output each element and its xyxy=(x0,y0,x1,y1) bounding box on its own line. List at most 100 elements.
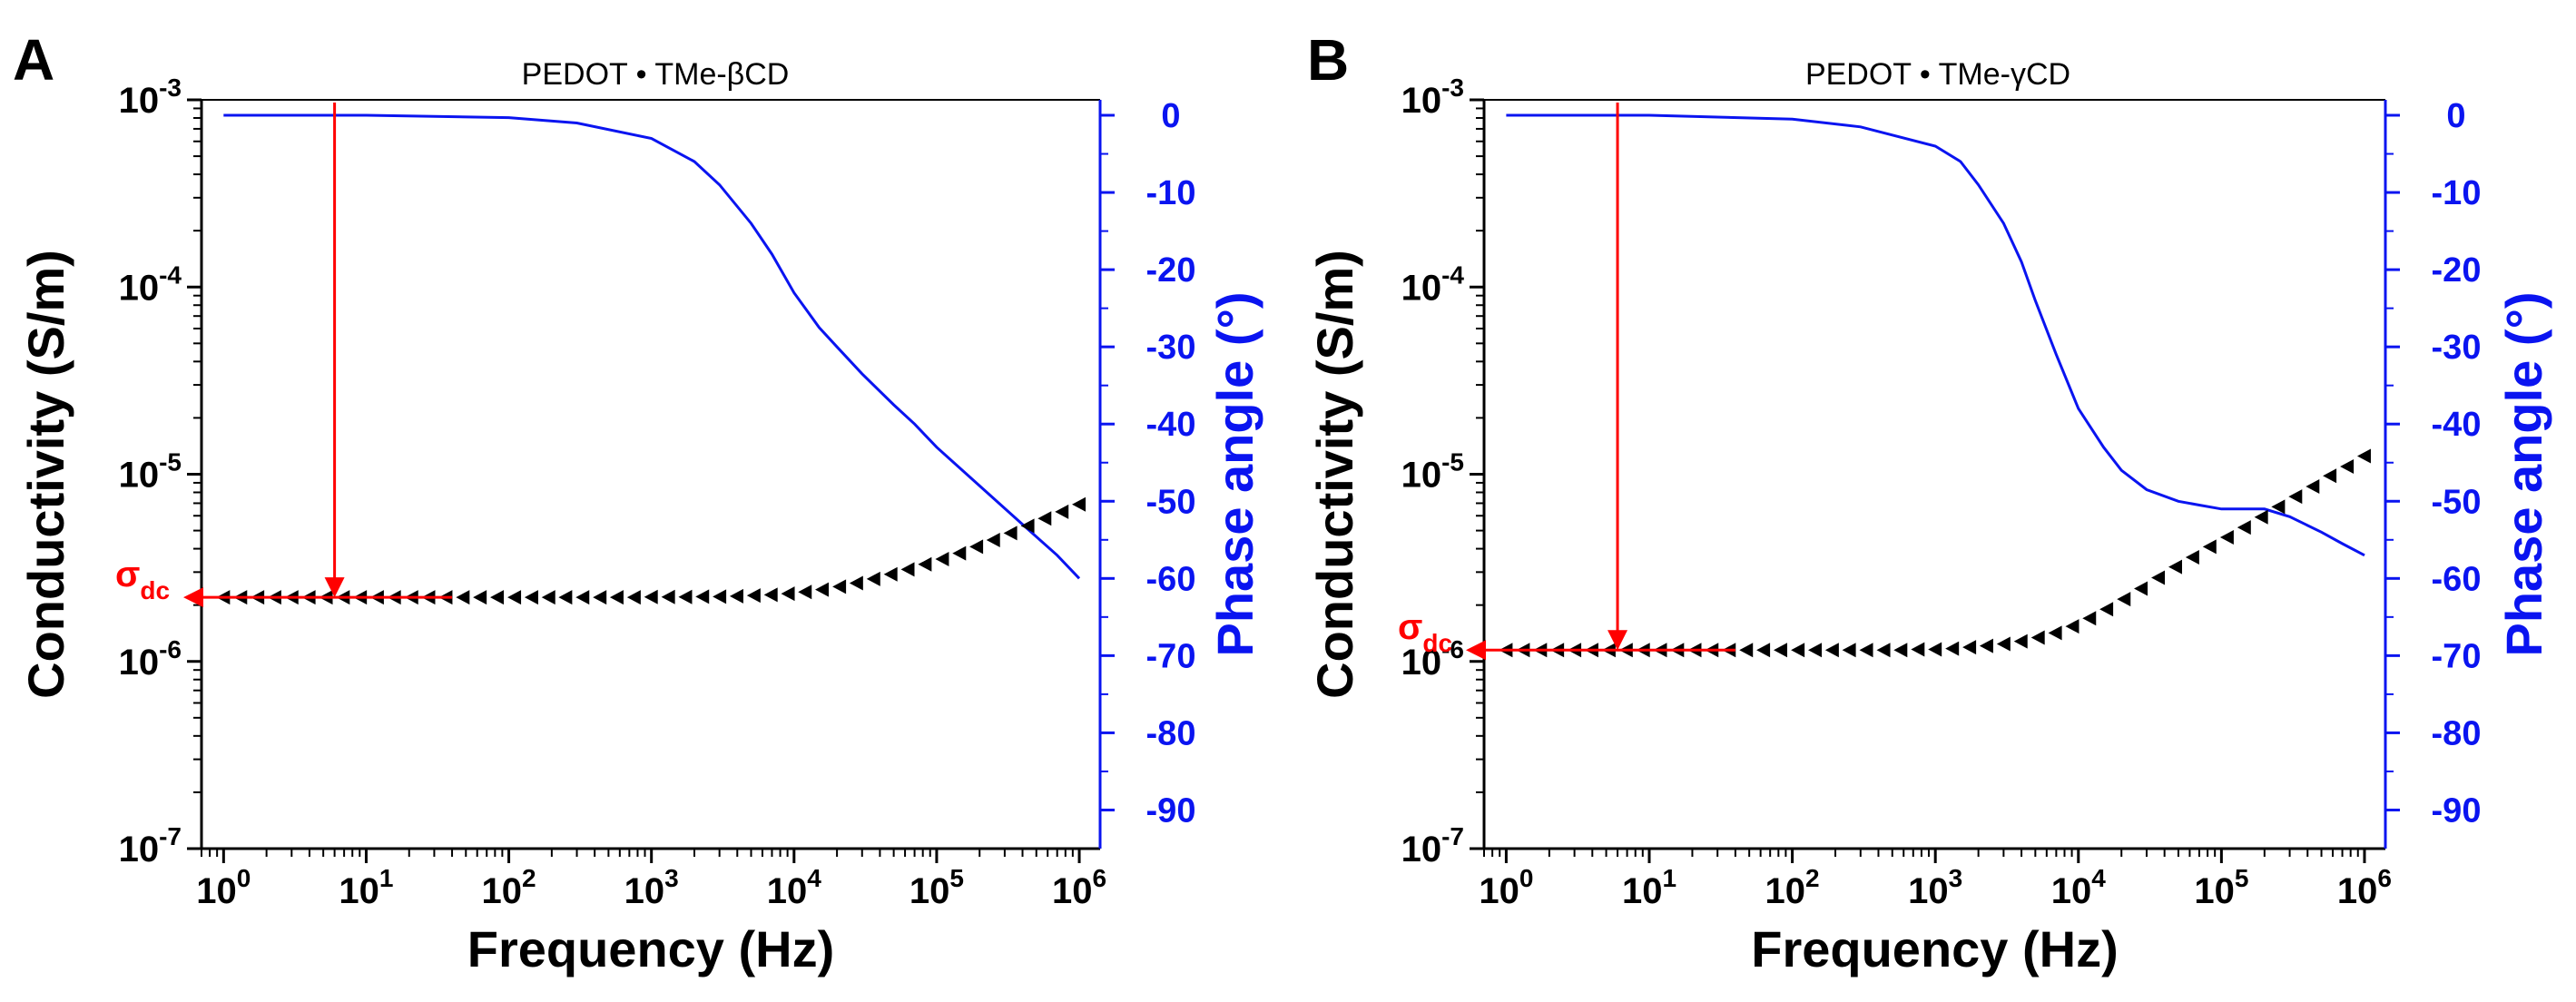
conductivity-point xyxy=(2168,559,2183,575)
y2-tick-label: -50 xyxy=(1146,483,1196,521)
y-tick-label: 10-4 xyxy=(119,260,182,308)
conductivity-point xyxy=(935,552,949,567)
x-tick-label: 106 xyxy=(1052,864,1106,911)
x-tick-label: 101 xyxy=(1622,864,1676,911)
sigma-dc-label: σdc xyxy=(1398,607,1452,657)
y2-tick-label: -20 xyxy=(1146,251,1196,290)
conductivity-point xyxy=(815,582,830,597)
conductivity-point xyxy=(541,590,556,605)
conductivity-point xyxy=(644,589,658,604)
conductivity-point xyxy=(695,589,710,604)
conductivity-point xyxy=(2030,630,2045,645)
y2-tick-label: -10 xyxy=(1146,174,1196,212)
y-tick-label: 10-6 xyxy=(1401,635,1464,683)
conductivity-point xyxy=(593,590,607,605)
conductivity-point xyxy=(2048,625,2062,641)
y2-tick-label: -30 xyxy=(2432,329,2482,367)
y2-tick-label: -60 xyxy=(2432,560,2482,598)
conductivity-point xyxy=(1911,642,1925,657)
conductivity-point xyxy=(558,590,573,605)
panel-b: B PEDOT • TMe-γCD 100 101 102 103 104 105 106 10-… xyxy=(1306,27,2552,977)
conductivity-point xyxy=(1756,643,1771,658)
y2-tick-label: -80 xyxy=(2432,714,2482,752)
x-tick-label: 101 xyxy=(339,864,393,911)
x-tick-label: 105 xyxy=(909,864,964,911)
conductivity-point xyxy=(883,566,898,582)
y2-tick-label: -10 xyxy=(2432,174,2482,212)
conductivity-point xyxy=(2340,458,2355,474)
y-tick-label: 10-5 xyxy=(1401,448,1464,496)
conductivity-point xyxy=(900,562,915,577)
x-tick-label: 103 xyxy=(1908,864,1962,911)
conductivity-point xyxy=(490,590,505,605)
conductivity-point xyxy=(678,589,693,604)
x-tick-label: 100 xyxy=(1479,864,1533,911)
conductivity-point xyxy=(2065,619,2079,634)
y2-tick-label: -70 xyxy=(1146,637,1196,675)
y2-tick-label: 0 xyxy=(1161,97,1180,135)
conductivity-point xyxy=(2271,499,2286,515)
sigma-dc-arrowhead-left xyxy=(183,587,203,608)
y2-tick-label: -80 xyxy=(1146,714,1196,752)
y2-tick-label: -40 xyxy=(1146,406,1196,444)
conductivity-point xyxy=(1739,643,1754,658)
y2-tick-label: -90 xyxy=(1146,791,1196,830)
conductivity-point xyxy=(918,556,932,572)
conductivity-point xyxy=(2202,539,2217,555)
y2-tick-label: -50 xyxy=(2432,483,2482,521)
x-tick-label: 104 xyxy=(2051,864,2107,911)
conductivity-point xyxy=(1928,642,1942,657)
x-tick-label: 104 xyxy=(767,864,822,911)
conductivity-point xyxy=(952,545,967,561)
panel-label: B xyxy=(1307,27,1349,93)
y2-tick-label: -60 xyxy=(1146,560,1196,598)
conductivity-point xyxy=(1859,643,1873,658)
conductivity-point xyxy=(609,590,624,605)
chart-title: PEDOT • TMe-βCD xyxy=(522,57,790,92)
chart-title: PEDOT • TMe-γCD xyxy=(1805,57,2070,92)
x-axis-label: Frequency (Hz) xyxy=(467,920,835,977)
y2-tick-label: 0 xyxy=(2446,97,2465,135)
panel-a: A PEDOT • TMe-βCD 100 101 102 103 104 105 106 10-… xyxy=(13,27,1263,977)
conductivity-point xyxy=(2306,479,2320,495)
conductivity-point xyxy=(2134,581,2148,596)
conductivity-point xyxy=(746,588,761,604)
conductivity-point xyxy=(781,586,795,602)
x-tick-label: 106 xyxy=(2337,864,2392,911)
y2-tick-label: -70 xyxy=(2432,637,2482,675)
y-tick-label: 10-4 xyxy=(1401,260,1465,308)
phase-angle-line xyxy=(1506,113,2365,557)
y2-axis-label: Phase angle (°) xyxy=(1206,291,1263,656)
y-tick-label: 10-3 xyxy=(1401,74,1464,121)
phase-angle-line xyxy=(223,113,1081,580)
y-tick-label: 10-3 xyxy=(119,74,182,121)
conductivity-point xyxy=(849,575,863,591)
conductivity-point xyxy=(1962,640,1977,655)
conductivity-point xyxy=(661,589,675,604)
conductivity-point xyxy=(456,590,470,605)
x-tick-label: 100 xyxy=(196,864,251,911)
conductivity-point xyxy=(1072,496,1086,512)
conductivity-point xyxy=(1893,643,1908,658)
conductivity-point xyxy=(1824,643,1839,658)
sigma-dc-label: σdc xyxy=(115,555,170,604)
conductivity-point xyxy=(1876,643,1891,658)
conductivity-point xyxy=(1020,518,1035,534)
conductivity-point xyxy=(866,571,880,586)
conductivity-point xyxy=(1774,643,1788,658)
conductivity-point xyxy=(2013,634,2028,649)
conductivity-point xyxy=(2288,489,2303,505)
conductivity-point xyxy=(1842,643,1856,658)
conductivity-point xyxy=(1791,643,1805,658)
conductivity-point xyxy=(1945,641,1960,656)
y-tick-label: 10-5 xyxy=(119,448,182,496)
conductivity-point xyxy=(1996,636,2011,652)
x-axis-label: Frequency (Hz) xyxy=(1751,920,2119,977)
conductivity-point xyxy=(1003,526,1018,541)
conductivity-point xyxy=(626,590,641,605)
y-axis-label: Conductivity (S/m) xyxy=(17,250,74,699)
conductivity-point xyxy=(1055,504,1069,519)
y2-tick-label: -20 xyxy=(2432,251,2482,290)
x-tick-label: 103 xyxy=(624,864,679,911)
